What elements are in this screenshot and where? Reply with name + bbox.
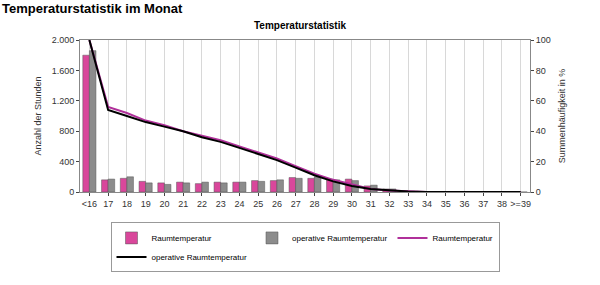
svg-text:20: 20 [159,199,169,209]
svg-text:31: 31 [366,199,376,209]
svg-text:33: 33 [403,199,413,209]
svg-text:37: 37 [478,199,488,209]
svg-text:400: 400 [59,157,74,167]
svg-text:29: 29 [328,199,338,209]
svg-text:38: 38 [497,199,507,209]
svg-text:20: 20 [536,157,546,167]
svg-text:1.200: 1.200 [52,96,75,106]
svg-text:17: 17 [103,199,113,209]
svg-text:Anzahl der Stunden: Anzahl der Stunden [33,76,43,155]
html-text:Temperaturstatistik im Monat: Temperaturstatistik im Monat [2,1,183,16]
svg-text:60: 60 [536,96,546,106]
svg-text:36: 36 [459,199,469,209]
svg-text:100: 100 [536,35,551,45]
svg-text:<16: <16 [82,199,97,209]
svg-text:18: 18 [122,199,132,209]
svg-text:40: 40 [536,126,546,136]
svg-text:1.600: 1.600 [52,66,75,76]
svg-text:Raumtemperatur: Raumtemperatur [432,234,492,243]
svg-text:25: 25 [253,199,263,209]
svg-text:22: 22 [197,199,207,209]
svg-text:32: 32 [384,199,394,209]
svg-text:0: 0 [536,187,541,197]
svg-text:Raumtemperatur: Raumtemperatur [152,234,212,243]
svg-text:Summenhäufigkeit in %: Summenhäufigkeit in % [557,69,567,164]
svg-text:34: 34 [422,199,432,209]
svg-text:0: 0 [69,187,74,197]
svg-text:80: 80 [536,66,546,76]
svg-text:27: 27 [291,199,301,209]
svg-text:>=39: >=39 [510,199,531,209]
svg-text:operative Raumtemperatur: operative Raumtemperatur [152,253,247,262]
svg-text:19: 19 [141,199,151,209]
svg-text:Temperaturstatistik: Temperaturstatistik [254,20,347,31]
svg-text:800: 800 [59,126,74,136]
svg-text:26: 26 [272,199,282,209]
svg-text:24: 24 [234,199,244,209]
svg-text:21: 21 [178,199,188,209]
svg-text:operative Raumtemperatur: operative Raumtemperatur [292,234,387,243]
svg-text:28: 28 [309,199,319,209]
svg-text:35: 35 [441,199,451,209]
svg-text:2.000: 2.000 [52,35,75,45]
svg-text:23: 23 [216,199,226,209]
svg-text:30: 30 [347,199,357,209]
